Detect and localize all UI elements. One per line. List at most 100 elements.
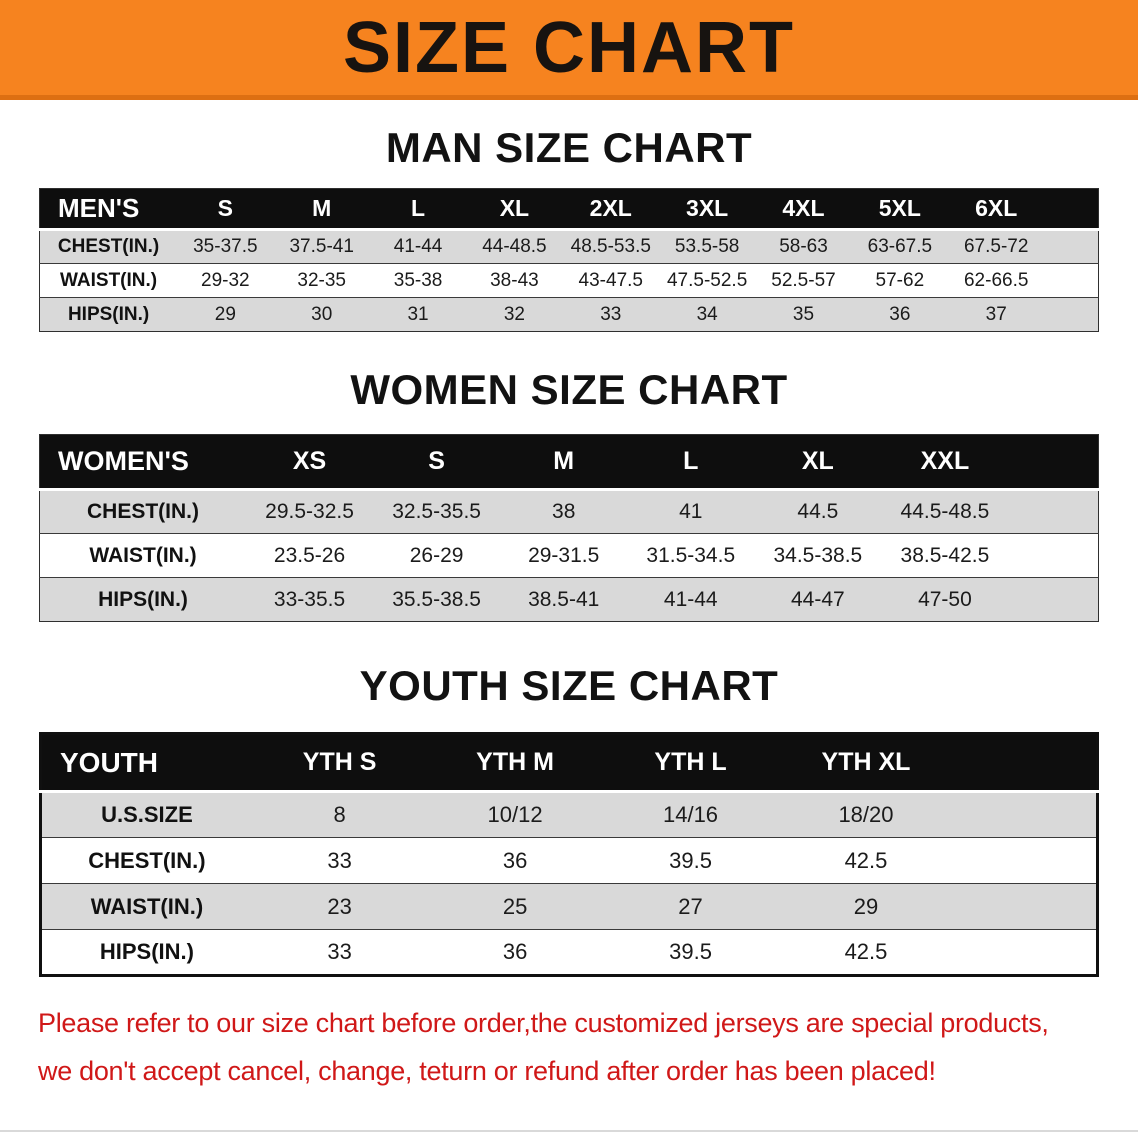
size-header-cell: S <box>177 188 274 231</box>
value-cell: 31 <box>369 297 467 332</box>
value-cell: 27 <box>602 883 779 930</box>
size-header-cell: YTH S <box>251 733 428 793</box>
youth-size-table: YOUTH YTH S YTH M YTH L YTH XL U.S.SIZE … <box>39 732 1099 977</box>
value-cell: 18/20 <box>778 791 954 838</box>
filler-cell <box>1008 434 1099 491</box>
value-cell: 30 <box>273 297 370 332</box>
value-cell: 36 <box>427 837 603 884</box>
value-cell: 33 <box>562 297 659 332</box>
youth-hips-row: HIPS(IN.) 33 36 39.5 42.5 <box>40 929 1098 976</box>
value-cell: 32.5-35.5 <box>373 489 501 534</box>
value-cell: 62-66.5 <box>948 263 1045 298</box>
size-header-cell: XL <box>754 434 882 491</box>
row-label-cell: WAIST(IN.) <box>39 263 178 298</box>
value-cell: 39.5 <box>602 837 779 884</box>
value-cell: 67.5-72 <box>948 229 1045 264</box>
value-cell: 44.5-48.5 <box>881 489 1009 534</box>
value-cell: 29.5-32.5 <box>246 489 374 534</box>
value-cell: 23 <box>251 883 428 930</box>
value-cell: 38.5-41 <box>500 577 628 622</box>
filler-cell <box>1044 263 1099 298</box>
value-cell: 29-32 <box>177 263 274 298</box>
youth-waist-row: WAIST(IN.) 23 25 27 29 <box>40 883 1098 930</box>
row-label-cell: U.S.SIZE <box>40 791 252 838</box>
value-cell: 26-29 <box>373 533 501 578</box>
men-chest-row: CHEST(IN.) 35-37.5 37.5-41 41-44 44-48.5… <box>39 229 1099 264</box>
men-waist-row: WAIST(IN.) 29-32 32-35 35-38 38-43 43-47… <box>39 263 1099 298</box>
value-cell: 58-63 <box>755 229 852 264</box>
women-header-row: WOMEN'S XS S M L XL XXL <box>39 434 1099 491</box>
value-cell: 14/16 <box>602 791 779 838</box>
banner: SIZE CHART <box>0 0 1138 100</box>
youth-table-label: YOUTH <box>40 733 252 793</box>
size-header-cell: L <box>369 188 467 231</box>
filler-cell <box>1008 577 1099 622</box>
value-cell: 37.5-41 <box>273 229 370 264</box>
value-cell: 44-48.5 <box>466 229 563 264</box>
value-cell: 33-35.5 <box>246 577 374 622</box>
filler-cell <box>953 883 1098 930</box>
value-cell: 35 <box>755 297 852 332</box>
value-cell: 35-37.5 <box>177 229 274 264</box>
size-header-cell: 3XL <box>658 188 756 231</box>
youth-chest-row: CHEST(IN.) 33 36 39.5 42.5 <box>40 837 1098 884</box>
youth-section-heading: YOUTH SIZE CHART <box>359 662 779 709</box>
filler-cell <box>1008 489 1099 534</box>
filler-cell <box>1044 188 1099 231</box>
row-label-cell: WAIST(IN.) <box>40 883 252 930</box>
value-cell: 42.5 <box>778 837 954 884</box>
value-cell: 36 <box>851 297 949 332</box>
row-label-cell: HIPS(IN.) <box>39 297 178 332</box>
filler-cell <box>953 733 1098 793</box>
size-header-cell: 2XL <box>562 188 659 231</box>
men-size-table: MEN'S S M L XL 2XL 3XL 4XL 5XL 6XL CHEST… <box>39 188 1099 332</box>
value-cell: 44.5 <box>754 489 882 534</box>
value-cell: 25 <box>427 883 603 930</box>
value-cell: 8 <box>251 791 428 838</box>
row-label-cell: HIPS(IN.) <box>40 929 252 976</box>
row-label-cell: HIPS(IN.) <box>39 577 246 622</box>
size-header-cell: M <box>273 188 370 231</box>
size-header-cell: 5XL <box>851 188 949 231</box>
value-cell: 34 <box>658 297 756 332</box>
women-section: WOMEN SIZE CHART WOMEN'S XS S M L XL XXL <box>0 332 1138 622</box>
size-header-cell: XS <box>246 434 374 491</box>
value-cell: 38.5-42.5 <box>881 533 1009 578</box>
value-cell: 33 <box>251 929 428 976</box>
filler-cell <box>1008 533 1099 578</box>
size-header-cell: YTH M <box>427 733 603 793</box>
women-section-heading: WOMEN SIZE CHART <box>350 366 788 413</box>
value-cell: 10/12 <box>427 791 603 838</box>
youth-section: YOUTH SIZE CHART YOUTH YTH S YTH M YTH L… <box>0 622 1138 977</box>
size-header-cell: YTH L <box>602 733 779 793</box>
notice-line-2: we don't accept cancel, change, teturn o… <box>38 1056 936 1087</box>
filler-cell <box>953 929 1098 976</box>
filler-cell <box>953 791 1098 838</box>
women-waist-row: WAIST(IN.) 23.5-26 26-29 29-31.5 31.5-34… <box>39 533 1099 578</box>
value-cell: 29-31.5 <box>500 533 628 578</box>
value-cell: 47-50 <box>881 577 1009 622</box>
row-label-cell: CHEST(IN.) <box>39 489 246 534</box>
value-cell: 38-43 <box>466 263 563 298</box>
women-size-table: WOMEN'S XS S M L XL XXL CHEST(IN.) 29.5-… <box>39 434 1099 622</box>
value-cell: 32-35 <box>273 263 370 298</box>
value-cell: 29 <box>177 297 274 332</box>
value-cell: 33 <box>251 837 428 884</box>
value-cell: 44-47 <box>754 577 882 622</box>
size-header-cell: L <box>627 434 755 491</box>
filler-cell <box>1044 297 1099 332</box>
men-section: MAN SIZE CHART MEN'S S M L XL 2XL 3XL 4X… <box>0 100 1138 332</box>
size-header-cell: 4XL <box>755 188 852 231</box>
size-header-cell: S <box>373 434 501 491</box>
value-cell: 41-44 <box>627 577 755 622</box>
row-label-cell: CHEST(IN.) <box>40 837 252 884</box>
value-cell: 48.5-53.5 <box>562 229 659 264</box>
men-hips-row: HIPS(IN.) 29 30 31 32 33 34 35 36 37 <box>39 297 1099 332</box>
men-section-heading: MAN SIZE CHART <box>385 124 753 171</box>
value-cell: 42.5 <box>778 929 954 976</box>
value-cell: 35-38 <box>369 263 467 298</box>
value-cell: 32 <box>466 297 563 332</box>
value-cell: 31.5-34.5 <box>627 533 755 578</box>
value-cell: 29 <box>778 883 954 930</box>
